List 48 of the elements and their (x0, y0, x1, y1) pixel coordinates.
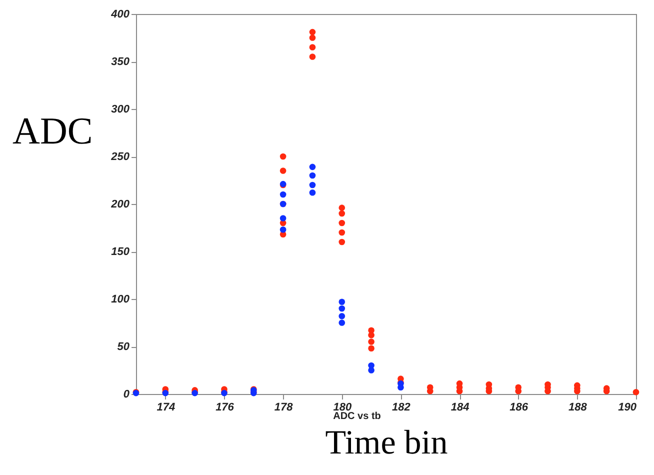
point (280, 153, 286, 160)
point (338, 298, 346, 306)
x-tick-label: 180 (333, 402, 352, 414)
point (338, 204, 346, 211)
y-tick-label: 0 (123, 388, 130, 400)
x-tick-label: 182 (392, 402, 410, 414)
y-tick-label: 50 (117, 341, 130, 353)
point (309, 34, 316, 41)
point (632, 388, 640, 396)
x-tick-label: 184 (450, 402, 470, 414)
point (309, 28, 316, 36)
point (338, 220, 346, 226)
point (280, 168, 286, 174)
point (309, 172, 316, 179)
point (309, 44, 316, 50)
point (338, 229, 346, 236)
y-tick-label: 300 (111, 104, 130, 116)
x-tick-label: 186 (510, 402, 529, 414)
point (309, 54, 316, 60)
x-tick-label: 178 (274, 402, 294, 414)
point (338, 320, 346, 326)
point (280, 226, 286, 233)
y-tick-label: 350 (111, 56, 130, 68)
point (309, 189, 316, 196)
point (338, 238, 346, 246)
point (338, 312, 346, 320)
x-tick-label: 174 (156, 402, 176, 414)
point (309, 164, 316, 170)
point (309, 182, 316, 188)
x-tick-label: 176 (216, 402, 235, 414)
y-tick-label: 250 (110, 151, 130, 163)
y-axis-title: ADC (12, 110, 93, 152)
x-tick-label: 188 (568, 402, 588, 414)
y-tick-label: 150 (111, 246, 130, 258)
point (368, 362, 374, 369)
x-axis-title: Time bin (325, 424, 448, 462)
point (280, 191, 286, 198)
point (280, 215, 286, 222)
y-tick-label: 200 (110, 198, 130, 210)
x-tick-label: 190 (618, 402, 638, 414)
y-tick-label: 400 (110, 8, 130, 20)
text: ADC vs tb (333, 411, 381, 422)
point (368, 338, 374, 345)
y-tick-label: 100 (111, 294, 130, 306)
point (368, 327, 374, 334)
point (338, 305, 346, 312)
point (338, 210, 346, 217)
point (368, 345, 374, 352)
